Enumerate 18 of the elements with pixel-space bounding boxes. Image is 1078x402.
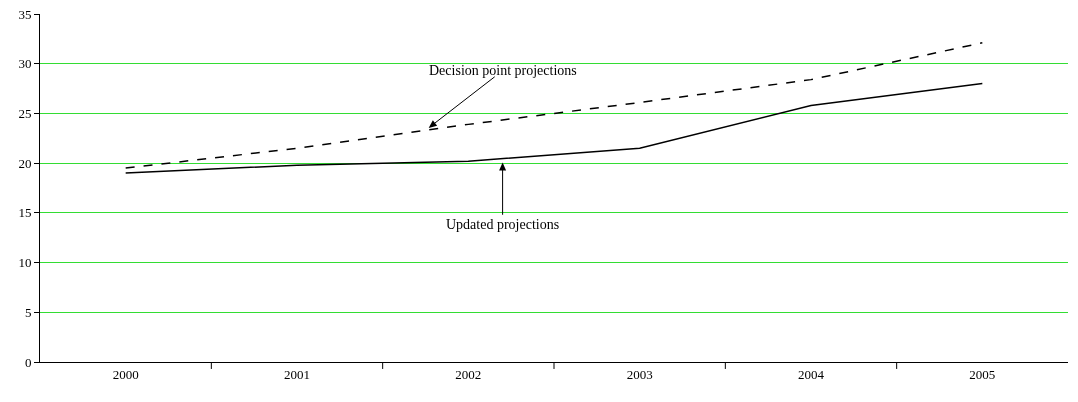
line-series [124, 42, 984, 169]
x-tick-label: 2001 [284, 366, 310, 382]
text: Decision point projections [429, 63, 577, 78]
y-tick-label: 20 [18, 155, 32, 171]
y-tick-label: 30 [18, 56, 32, 72]
x-tick-label: 2002 [455, 366, 482, 382]
x-tick-label: 2005 [969, 366, 996, 382]
y-tick-label: 5 [24, 304, 32, 320]
line-series [124, 82, 984, 174]
x-tick-label: 2000 [112, 366, 139, 382]
y-tick-label: 15 [18, 205, 32, 221]
y-tick-label: 25 [18, 105, 32, 121]
y-tick-label: 0 [24, 354, 32, 370]
text: Updated projections [446, 217, 560, 232]
x-tick-label: 2003 [626, 366, 653, 382]
y-tick-label: 10 [18, 255, 32, 271]
x-tick-label: 2004 [798, 366, 825, 382]
y-tick-label: 35 [18, 6, 32, 22]
